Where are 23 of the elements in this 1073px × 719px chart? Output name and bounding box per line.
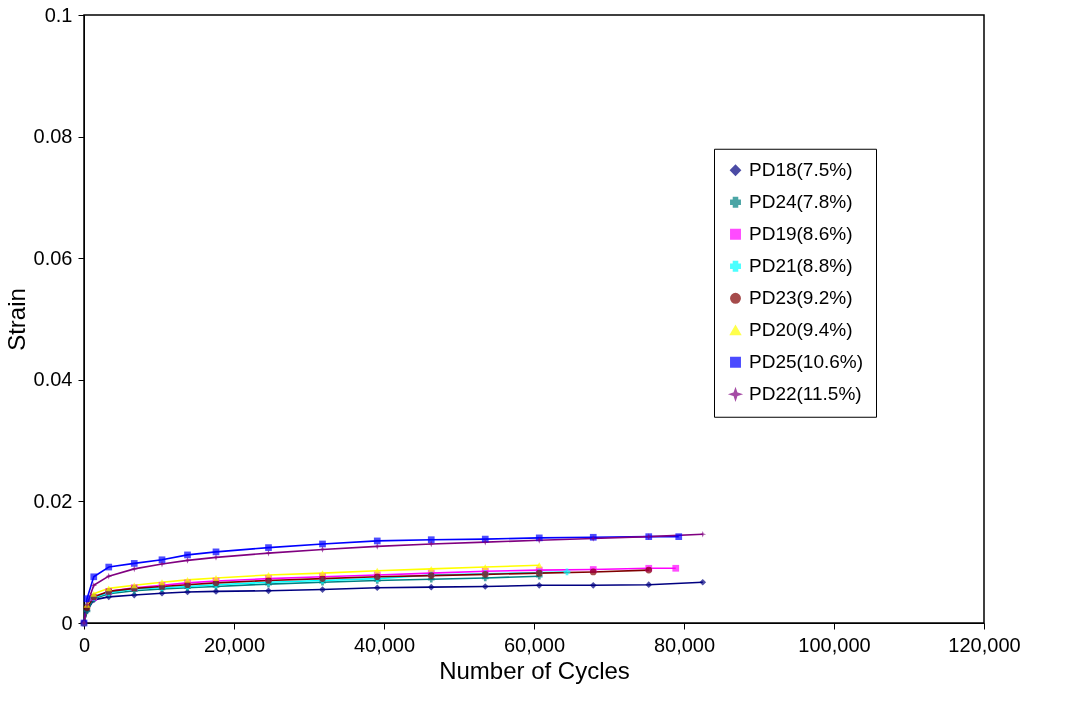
legend-label: PD20(9.4%) — [749, 319, 853, 341]
x-tick-label: 0 — [78, 633, 91, 656]
legend-label: PD21(8.8%) — [749, 255, 853, 277]
y-tick-label: 0 — [61, 611, 73, 634]
y-tick-label: 0.1 — [44, 3, 73, 26]
x-tick-label: 40,000 — [353, 633, 416, 656]
legend-label: PD23(9.2%) — [749, 287, 853, 309]
legend-label: PD22(11.5%) — [749, 383, 862, 405]
y-tick-label: 0.06 — [33, 246, 73, 269]
x-tick-label: 20,000 — [203, 633, 266, 656]
legend-label: PD25(10.6%) — [749, 351, 864, 373]
y-tick-label: 0.04 — [33, 368, 73, 391]
x-tick-label: 60,000 — [503, 633, 566, 656]
legend-label: PD24(7.8%) — [749, 191, 853, 213]
y-tick-label: 0.08 — [33, 125, 73, 148]
x-axis-title: Number of Cycles — [439, 656, 630, 684]
legend-label: PD18(7.5%) — [749, 159, 853, 181]
x-tick-label: 100,000 — [798, 633, 871, 656]
x-tick-label: 120,000 — [948, 633, 1021, 656]
legend-label: PD19(8.6%) — [749, 223, 853, 245]
y-tick-label: 0.02 — [33, 489, 73, 512]
y-axis-title: Strain — [2, 288, 30, 351]
x-tick-label: 80,000 — [653, 633, 716, 656]
